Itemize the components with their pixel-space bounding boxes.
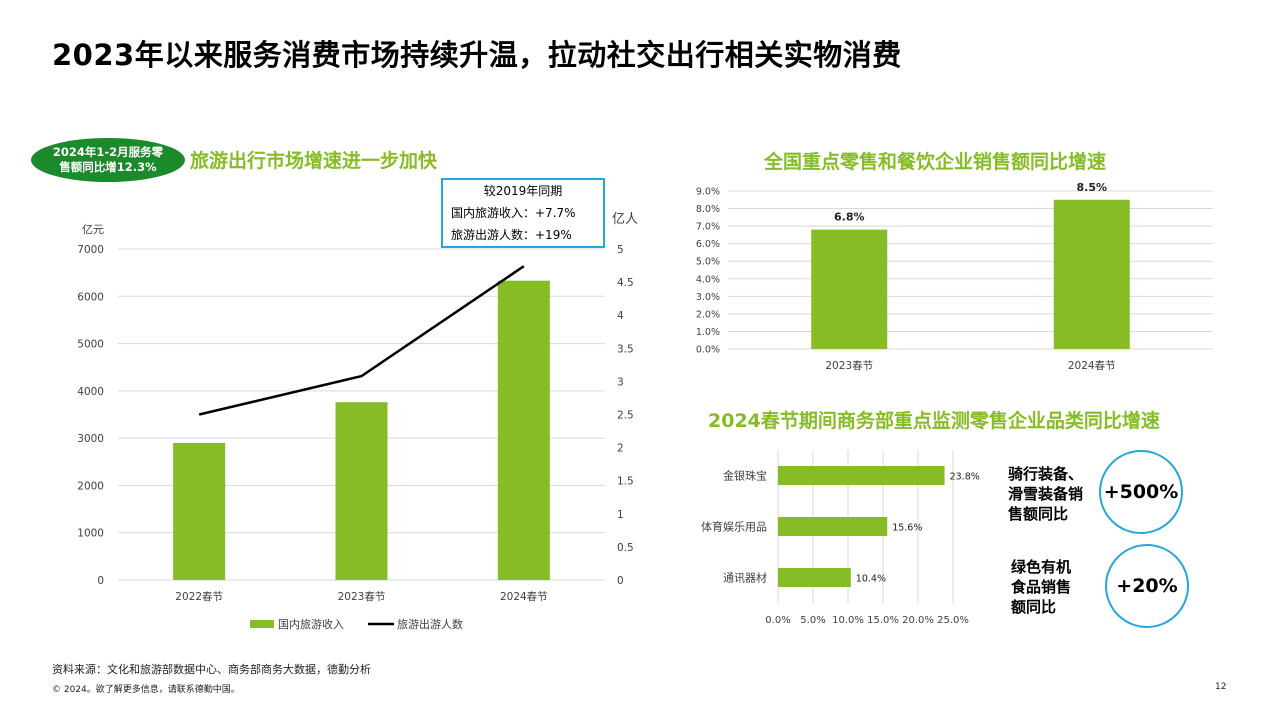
x-tick-label: 2023春节 xyxy=(338,591,386,603)
x-tick-label: 2023春节 xyxy=(825,360,873,372)
bar-data-label: 6.8% xyxy=(834,211,865,224)
bar-tourism-revenue xyxy=(173,442,226,580)
page-number: 12 xyxy=(1215,682,1227,692)
y-tick-label: 5.0% xyxy=(696,257,720,268)
y-right-tick-label: 1.5 xyxy=(617,476,634,488)
service-retail-badge: 2024年1-2月服务零 售额同比增12.3% xyxy=(31,138,185,182)
callout-organic-food-value: +20% xyxy=(1105,544,1189,628)
y-left-tick-label: 2000 xyxy=(77,480,104,492)
callout-2-line: 额同比 xyxy=(1011,598,1057,616)
y-right-tick-label: 3 xyxy=(617,376,624,388)
y-tick-label: 7.0% xyxy=(696,222,720,233)
y-tick-label: 8.0% xyxy=(696,204,720,215)
x-tick-label: 2024春节 xyxy=(500,591,548,603)
note-line-visitors: 旅游出游人数：+19% xyxy=(451,228,572,242)
y-tick-label: 6.0% xyxy=(696,239,720,250)
y-left-tick-label: 7000 xyxy=(77,244,104,256)
x-tick-label: 20.0% xyxy=(902,615,934,626)
y-category-label: 金银珠宝 xyxy=(723,469,767,483)
x-tick-label: 2022春节 xyxy=(175,591,223,603)
note-line-revenue: 国内旅游收入：+7.7% xyxy=(451,206,576,220)
y-right-tick-label: 4.5 xyxy=(617,277,634,289)
y-right-tick-label: 3.5 xyxy=(617,343,634,355)
y-tick-label: 4.0% xyxy=(696,274,720,285)
x-tick-label: 0.0% xyxy=(765,615,790,626)
hbar-data-label: 15.6% xyxy=(892,523,922,534)
callout-2-line: 绿色有机 xyxy=(1011,558,1072,576)
hbar-data-label: 10.4% xyxy=(856,574,886,585)
hbar-data-label: 23.8% xyxy=(950,472,980,483)
hbar-category-growth xyxy=(778,517,888,536)
y-right-tick-label: 2 xyxy=(617,443,624,455)
page-title: 2023年以来服务消费市场持续升温，拉动社交出行相关实物消费 xyxy=(52,38,902,72)
y-left-tick-label: 6000 xyxy=(77,291,104,303)
bar-tourism-revenue xyxy=(335,402,388,580)
hbar-category-growth xyxy=(778,568,851,587)
footer-copyright: © 2024。欲了解更多信息，请联系德勤中国。 xyxy=(52,685,240,695)
y-tick-label: 2.0% xyxy=(696,309,720,320)
y-right-axis-label: 亿人 xyxy=(612,212,638,227)
y-left-tick-label: 0 xyxy=(97,575,104,587)
badge-line-1: 2024年1-2月服务零 xyxy=(52,145,164,159)
callout-organic-food-label: 绿色有机 食品销售 额同比 xyxy=(1011,557,1071,617)
hbar-category-growth xyxy=(778,466,945,485)
y-right-tick-label: 5 xyxy=(617,244,624,256)
badge-line-2: 售额同比增12.3% xyxy=(59,160,157,174)
y-tick-label: 3.0% xyxy=(696,292,720,303)
comparison-note-box: 较2019年同期 国内旅游收入：+7.7% 旅游出游人数：+19% xyxy=(441,178,605,248)
bar-retail-growth xyxy=(811,229,888,349)
y-tick-label: 0.0% xyxy=(696,345,720,356)
y-left-tick-label: 5000 xyxy=(77,339,104,351)
bar-tourism-revenue xyxy=(497,280,550,580)
callout-riding-skiing-value: +500% xyxy=(1099,450,1183,534)
x-tick-label: 10.0% xyxy=(832,615,864,626)
y-left-tick-label: 1000 xyxy=(77,528,104,540)
x-tick-label: 25.0% xyxy=(937,615,969,626)
line-tourism-visitors xyxy=(198,265,525,416)
y-left-axis-label: 亿元 xyxy=(82,223,104,236)
x-tick-label: 15.0% xyxy=(867,615,899,626)
y-left-tick-label: 4000 xyxy=(77,386,104,398)
x-tick-label: 2024春节 xyxy=(1068,360,1116,372)
legend-label-visitors: 旅游出游人数 xyxy=(397,617,463,631)
retail-growth-chart-title: 全国重点零售和餐饮企业销售额同比增速 xyxy=(764,151,1107,173)
y-tick-label: 1.0% xyxy=(696,327,720,338)
legend-label-revenue: 国内旅游收入 xyxy=(278,617,344,631)
y-right-tick-label: 4 xyxy=(617,310,624,322)
bar-retail-growth xyxy=(1053,199,1130,349)
y-right-tick-label: 1 xyxy=(617,509,624,521)
callout-1-line: 骑行装备、 xyxy=(1008,465,1084,483)
legend-swatch-revenue xyxy=(250,620,274,628)
footer-source: 资料来源：文化和旅游部数据中心、商务部商务大数据，德勤分析 xyxy=(52,663,371,676)
y-left-tick-label: 3000 xyxy=(77,433,104,445)
callout-1-line: 售额同比 xyxy=(1008,505,1069,523)
y-tick-label: 9.0% xyxy=(696,187,720,198)
x-tick-label: 5.0% xyxy=(800,615,825,626)
category-growth-chart-title: 2024春节期间商务部重点监测零售企业品类同比增速 xyxy=(708,410,1160,432)
y-right-tick-label: 0.5 xyxy=(617,542,634,554)
y-right-tick-label: 0 xyxy=(617,575,624,587)
tourism-chart-title: 旅游出行市场增速进一步加快 xyxy=(190,150,438,172)
y-category-label: 体育娱乐用品 xyxy=(701,520,767,534)
callout-2-line: 食品销售 xyxy=(1011,578,1072,596)
callout-riding-skiing-label: 骑行装备、 滑雪装备销 售额同比 xyxy=(1008,464,1083,524)
note-title: 较2019年同期 xyxy=(483,184,563,198)
y-category-label: 通讯器材 xyxy=(723,571,767,585)
y-right-tick-label: 2.5 xyxy=(617,410,634,422)
callout-1-line: 滑雪装备销 xyxy=(1008,485,1084,503)
bar-data-label: 8.5% xyxy=(1076,181,1107,194)
